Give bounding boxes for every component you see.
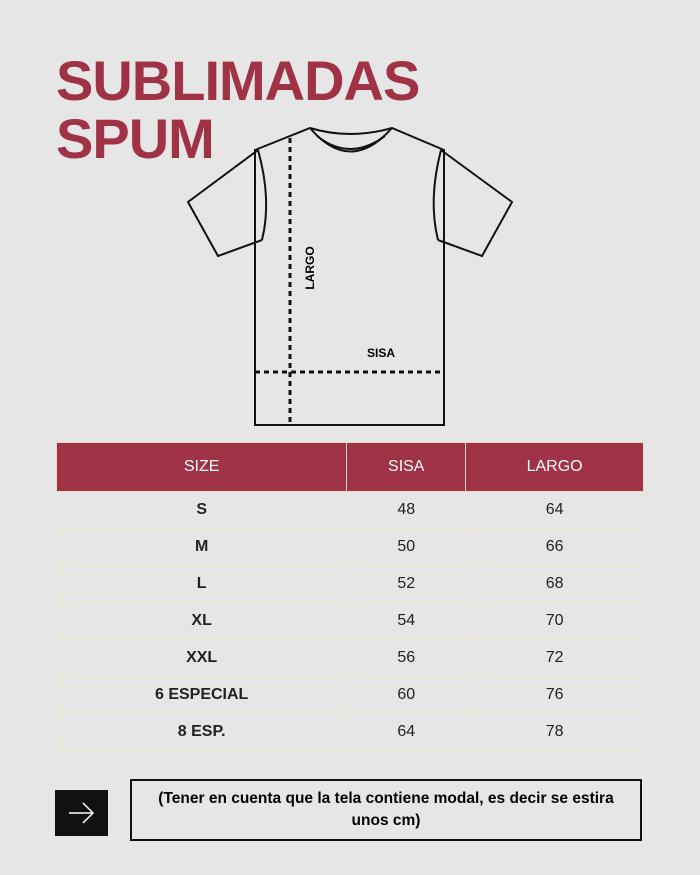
next-button[interactable] xyxy=(55,790,108,836)
table-cell: 64 xyxy=(465,491,644,529)
table-row: 6 ESPECIAL 60 76 xyxy=(55,676,644,714)
shirt-diagram: LARGO SISA xyxy=(186,126,514,426)
header-cell: SIZE xyxy=(55,442,348,492)
table-row: XL 54 70 xyxy=(55,602,644,640)
table-cell: M xyxy=(55,528,348,566)
table-row: XXL 56 72 xyxy=(55,639,644,677)
table-cell: 60 xyxy=(346,676,467,714)
table-cell: 8 ESP. xyxy=(55,713,348,751)
title: SUBLIMADAS SPUM xyxy=(56,49,420,170)
header-cell: LARGO xyxy=(465,442,644,492)
table-cell: 50 xyxy=(346,528,467,566)
title-line: SPUM xyxy=(56,107,215,170)
table-body: S 48 64 M 50 66 L 52 68 XL 54 70 XXL 56 72 6 ESPECIAL 60… xyxy=(55,491,644,751)
table-row: S 48 64 xyxy=(55,491,644,529)
table-cell: 68 xyxy=(465,565,644,603)
table-cell: 72 xyxy=(465,639,644,677)
note: (Tener en cuenta que la tela contiene mo… xyxy=(130,779,642,841)
sisa-label: SISA xyxy=(367,346,395,360)
table-cell: XXL xyxy=(55,639,348,677)
table-row: 8 ESP. 64 78 xyxy=(55,713,644,751)
title-line: SUBLIMADAS xyxy=(56,49,420,112)
table-cell: XL xyxy=(55,602,348,640)
table-cell: 6 ESPECIAL xyxy=(55,676,348,714)
table-cell: 54 xyxy=(346,602,467,640)
table-cell: 70 xyxy=(465,602,644,640)
table-cell: 56 xyxy=(346,639,467,677)
table-cell: L xyxy=(55,565,348,603)
table-cell: 78 xyxy=(465,713,644,751)
table-cell: 52 xyxy=(346,565,467,603)
table-cell: 66 xyxy=(465,528,644,566)
header-cell: SISA xyxy=(346,442,467,492)
table-cell: S xyxy=(55,491,348,529)
table-row: M 50 66 xyxy=(55,528,644,566)
largo-label: LARGO xyxy=(303,246,317,289)
table-cell: 64 xyxy=(346,713,467,751)
table-cell: 48 xyxy=(346,491,467,529)
table-cell: 76 xyxy=(465,676,644,714)
table-row: L 52 68 xyxy=(55,565,644,603)
size-table: SIZE SISA LARGO S 48 64 M 50 66 L 52 68 XL 54 70 XXL 56… xyxy=(55,442,644,751)
header-row: SIZE SISA LARGO xyxy=(55,442,644,492)
arrow-icon xyxy=(69,802,95,824)
